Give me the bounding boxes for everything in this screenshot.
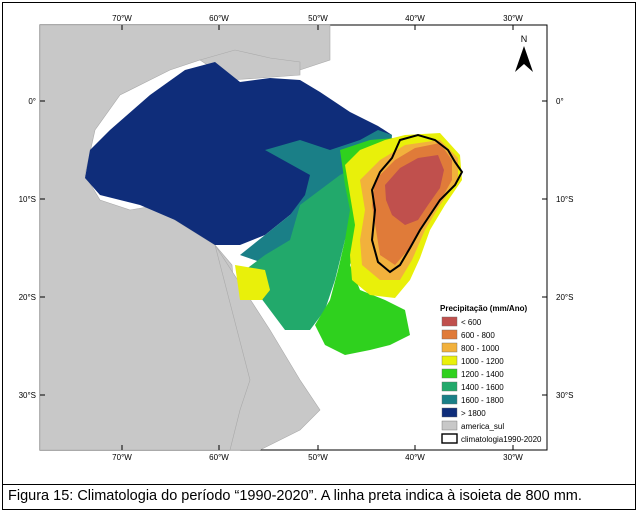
bottom-tick-label: 70°W: [112, 453, 132, 462]
figure-caption: Figura 15: Climatologia do período “1990…: [2, 484, 636, 510]
top-tick-label: 40°W: [405, 14, 425, 23]
region-1000-1200-west: [235, 265, 270, 300]
region-under-600: [385, 155, 444, 225]
north-label: N: [521, 34, 528, 44]
north-arrow-icon: N: [515, 34, 533, 72]
figure-frame: [2, 2, 636, 510]
right-tick-label: 0°: [556, 97, 564, 106]
legend-item-label: 1600 - 1800: [461, 396, 504, 405]
region-1200-1400: [315, 138, 410, 355]
top-tick-label: 50°W: [308, 14, 328, 23]
map-panel: 70°W 60°W 50°W 40°W 30°W 70°W 60°W 50°W …: [19, 14, 574, 462]
legend-item-label: < 600: [461, 318, 482, 327]
bottom-tick-label: 40°W: [405, 453, 425, 462]
legend-item-label: 1200 - 1400: [461, 370, 504, 379]
region-over-1800: [85, 62, 392, 245]
left-tick-label: 30°S: [19, 391, 36, 400]
graticule-ticks: [40, 25, 547, 450]
precipitation-map: 70°W 60°W 50°W 40°W 30°W 70°W 60°W 50°W …: [19, 14, 574, 462]
region-1400-1600: [245, 160, 380, 330]
left-tick-label: 20°S: [19, 293, 36, 302]
top-tick-label: 60°W: [209, 14, 229, 23]
isohyet-800mm: [370, 133, 464, 274]
bottom-tick-label: 30°W: [503, 453, 523, 462]
legend-title: Precipitação (mm/Ano): [440, 304, 527, 313]
right-tick-label: 30°S: [556, 391, 573, 400]
legend-item-label: climatologia1990-2020: [461, 435, 542, 444]
legend-item-label: america_sul: [461, 422, 504, 431]
top-tick-label: 70°W: [112, 14, 132, 23]
legend-item-label: 1000 - 1200: [461, 357, 504, 366]
legend-item-label: 600 - 800: [461, 331, 495, 340]
bottom-tick-label: 60°W: [209, 453, 229, 462]
left-tick-label: 10°S: [19, 195, 36, 204]
legend-item-label: 1400 - 1600: [461, 383, 504, 392]
left-tick-label: 0°: [28, 97, 36, 106]
legend-item-label: 800 - 1000: [461, 344, 500, 353]
top-tick-label: 30°W: [503, 14, 523, 23]
legend-item-label: > 1800: [461, 409, 486, 418]
right-tick-label: 20°S: [556, 293, 573, 302]
bottom-tick-label: 50°W: [308, 453, 328, 462]
right-tick-label: 10°S: [556, 195, 573, 204]
legend: Precipitação (mm/Ano) < 600 600 - 800 80…: [440, 304, 542, 444]
